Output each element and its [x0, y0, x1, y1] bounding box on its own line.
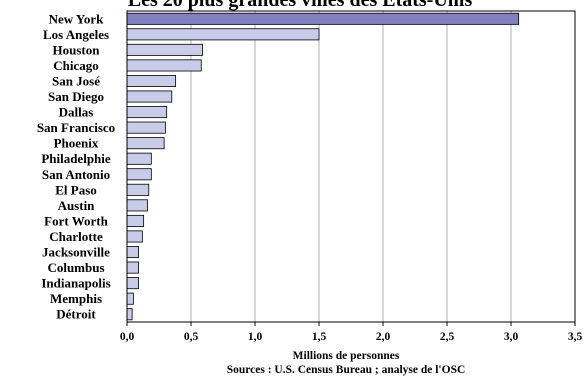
bars: [126, 12, 520, 321]
bar-el-paso: [126, 183, 150, 196]
x-tick-label: 0,5: [184, 331, 199, 343]
category-label: Jacksonville: [42, 245, 110, 260]
bar-dallas: [126, 106, 168, 119]
category-label: San Antonio: [42, 167, 110, 182]
category-label: Austin: [58, 198, 96, 213]
bar-chicago: [126, 59, 202, 72]
category-label: Philadelphie: [41, 151, 111, 166]
bar-fort-worth: [126, 214, 145, 227]
category-label: Chicago: [53, 58, 99, 73]
source-note: Sources : U.S. Census Bureau ; analyse d…: [227, 364, 466, 376]
x-tick-label: 3,5: [568, 331, 583, 343]
bar-philadelphie: [126, 152, 152, 165]
x-tick-label: 2,5: [440, 331, 455, 343]
chart-title: Les 20 plus grandes villes des États-Uni…: [128, 0, 473, 11]
category-label: Columbus: [47, 260, 104, 275]
category-label: New York: [49, 11, 105, 26]
x-tick-label: 1,0: [248, 331, 263, 343]
bar-jacksonville: [126, 246, 139, 259]
bar-indianapolis: [126, 277, 139, 290]
bar-phoenix: [126, 137, 165, 150]
category-label: Fort Worth: [44, 213, 108, 228]
bar-san-jos-: [126, 74, 177, 87]
category-label: El Paso: [55, 182, 97, 197]
bar-houston: [126, 43, 203, 56]
bar-austin: [126, 199, 148, 212]
category-label: Memphis: [50, 291, 102, 306]
bar-memphis: [126, 292, 134, 305]
category-label: San José: [52, 73, 100, 88]
x-tick-label: 0,0: [120, 331, 135, 343]
x-axis-title: Millions de personnes: [293, 350, 400, 362]
bar-charlotte: [126, 230, 143, 243]
category-label: Houston: [53, 42, 101, 57]
grid-lines: [190, 11, 512, 322]
bar-new-york: [126, 12, 520, 25]
category-label: San Diego: [48, 89, 104, 104]
x-tick-label: 1,5: [312, 331, 327, 343]
category-label: Phoenix: [54, 136, 99, 151]
bar-columbus: [126, 261, 139, 274]
x-tick-label: 2,0: [376, 331, 391, 343]
category-label: Charlotte: [49, 229, 103, 244]
plot-frame: [126, 10, 576, 323]
bar-san-diego: [126, 90, 173, 103]
bar-d-troit: [126, 308, 133, 321]
category-label: Dallas: [59, 105, 94, 120]
bar-san-francisco: [126, 121, 166, 134]
x-tick-labels: 0,0 0,5 1,0 1,5 2,0 2,5 3,0 3,5: [120, 322, 583, 343]
bar-san-antonio: [126, 168, 152, 181]
category-label: San Francisco: [37, 120, 115, 135]
category-label: Détroit: [56, 307, 96, 322]
bar-los-angeles: [126, 28, 320, 41]
category-label: Los Angeles: [43, 27, 109, 42]
category-label: Indianapolis: [41, 276, 110, 291]
x-tick-label: 3,0: [504, 331, 519, 343]
